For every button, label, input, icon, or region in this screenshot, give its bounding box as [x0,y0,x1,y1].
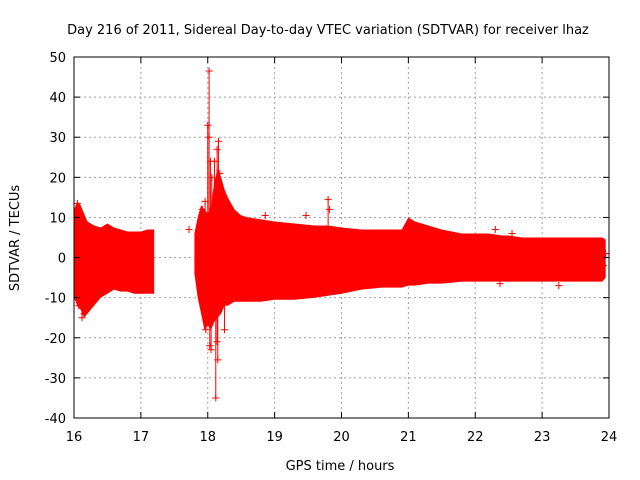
data-point-marker [202,326,210,334]
data-point-marker [75,302,83,310]
y-axis-ticks: -40 -30 -20 -10 0 10 20 30 40 50 [45,51,609,427]
x-tick-label: 16 [66,430,83,445]
x-tick-label: 20 [333,430,350,445]
data-point-marker [325,205,333,213]
chart-title: Day 216 of 2011, Sidereal Day-to-day VTE… [67,23,589,38]
data-point-marker [212,394,220,402]
y-tick-label: 0 [58,252,66,267]
data-point-marker [213,338,221,346]
data-point-marker [213,145,221,153]
data-point-marker [216,169,224,177]
y-axis-label: SDTVAR / TECUs [8,185,23,292]
x-tick-label: 23 [534,430,551,445]
x-tick-label: 18 [199,430,216,445]
y-tick-label: -30 [45,372,66,387]
data-point-marker [496,280,504,288]
data-point-marker [73,199,81,207]
data-point-marker [80,310,88,318]
x-tick-label: 22 [467,430,484,445]
x-tick-label: 21 [400,430,417,445]
data-point-marker [491,225,499,233]
data-bands [74,169,606,330]
data-point-marker [302,211,310,219]
data-point-marker [206,342,214,350]
y-tick-label: -40 [45,412,66,427]
data-point-marker [496,238,504,246]
y-tick-label: 20 [49,171,66,186]
data-point-marker [198,205,206,213]
x-tick-label: 24 [601,430,618,445]
y-tick-label: -20 [45,332,66,347]
x-axis-label: GPS time / hours [286,459,395,474]
data-point-marker [208,173,216,181]
series-envelope [194,169,606,330]
data-point-marker [501,236,509,244]
data-point-marker [324,195,332,203]
outlier-markers [73,67,610,402]
data-point-marker [261,211,269,219]
data-point-marker [602,250,610,258]
data-point-marker [220,326,228,334]
series-envelope [74,201,155,318]
data-point-marker [508,229,516,237]
y-tick-label: 10 [49,211,66,226]
y-tick-label: 40 [49,91,66,106]
x-tick-label: 19 [266,430,283,445]
data-point-marker [201,197,209,205]
x-axis-ticks: 16 17 18 19 20 21 22 23 24 [66,57,618,445]
data-point-marker [204,121,212,129]
y-tick-label: 30 [49,131,66,146]
data-point-marker [214,356,222,364]
y-tick-label: -10 [45,292,66,307]
data-point-marker [185,225,193,233]
x-tick-label: 17 [133,430,150,445]
data-point-marker [205,133,213,141]
data-point-marker [207,346,215,354]
data-point-marker [210,157,218,165]
data-point-marker [555,282,563,290]
data-point-marker [600,262,608,270]
data-point-marker [214,137,222,145]
data-point-marker [78,314,86,322]
data-point-marker [205,67,213,75]
y-tick-label: 50 [49,51,66,66]
